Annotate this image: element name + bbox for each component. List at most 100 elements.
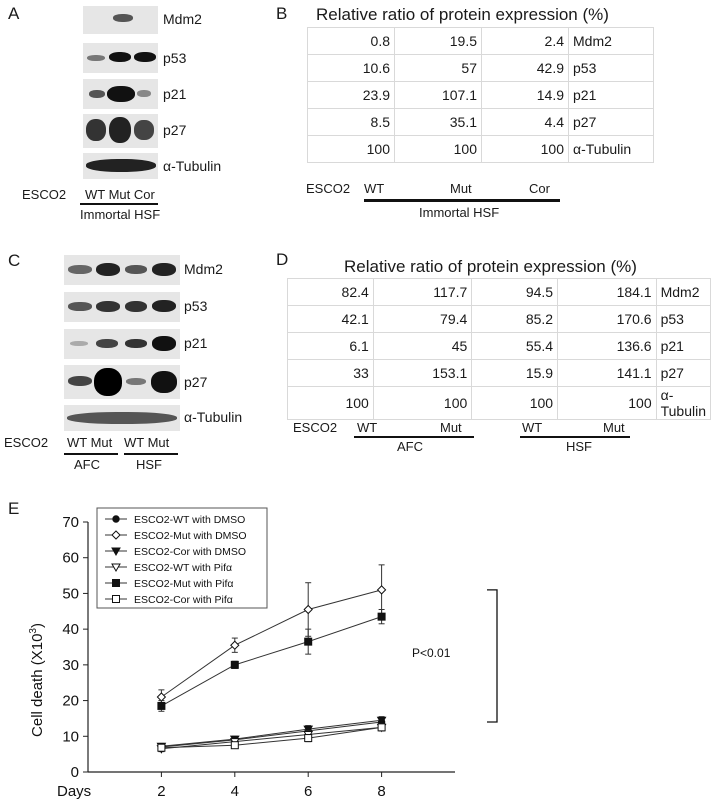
row-label-d: ESCO2	[293, 420, 338, 435]
table-cell: 15.9	[471, 359, 559, 387]
table-cell: 136.6	[557, 332, 657, 360]
table-cell: 23.9	[307, 81, 395, 109]
table-cell: 141.1	[557, 359, 657, 387]
table-cell: 100	[287, 386, 374, 420]
significance-bracket	[487, 589, 498, 723]
series-line	[161, 616, 382, 707]
table-cell: 6.1	[287, 332, 374, 360]
group-label-a: Immortal HSF	[80, 207, 161, 222]
data-point	[377, 723, 386, 732]
row-label-a: ESCO2	[22, 187, 67, 202]
blot-label-a-p27: p27	[163, 122, 187, 138]
panel-e-letter: E	[8, 499, 20, 518]
y-tick-label: 70	[62, 514, 79, 531]
group-bar-a	[80, 203, 158, 205]
blot-c-p53	[64, 292, 180, 322]
group-label-c-hsf: HSF	[136, 457, 162, 472]
table-row: 42.1 79.4 85.2 170.6 p53	[287, 305, 712, 333]
data-point	[376, 716, 387, 726]
blot-label-c-p27: p27	[184, 374, 208, 390]
legend-marker	[111, 563, 121, 573]
row-label-c: ESCO2	[4, 435, 49, 450]
table-cell: 8.5	[307, 108, 395, 136]
blot-label-a-tubulin: α-Tubulin	[163, 158, 222, 174]
group-label-d-hsf: HSF	[566, 439, 592, 454]
panel-a-letter: A	[8, 4, 20, 23]
x-tick-label: 2	[157, 783, 165, 800]
table-row-label: p21	[655, 332, 712, 360]
table-cell: 0.8	[307, 27, 395, 55]
table-cell: 33	[287, 359, 374, 387]
table-cell: 4.4	[481, 108, 569, 136]
table-cell: 42.1	[287, 305, 374, 333]
table-row-label: p53	[568, 54, 654, 82]
y-tick-label: 30	[62, 657, 79, 674]
table-cell: 2.4	[481, 27, 569, 55]
legend-marker	[111, 547, 121, 557]
table-row-label: Mdm2	[568, 27, 654, 55]
table-row-label: Mdm2	[655, 278, 712, 306]
table-b: 0.8 19.5 2.4 Mdm2 10.6 57 42.9 p53 23.9 …	[307, 27, 654, 163]
legend-entry: ESCO2-WT with DMSO	[134, 514, 245, 526]
legend-marker	[112, 579, 120, 587]
lane-labels-c-hsf: WT Mut	[124, 435, 170, 450]
table-cell: 100	[471, 386, 559, 420]
data-point	[156, 692, 167, 702]
panel-d-letter: D	[276, 250, 289, 269]
table-cell: 57	[394, 54, 482, 82]
table-row: 82.4 117.7 94.5 184.1 Mdm2	[287, 278, 712, 306]
table-cell: 79.4	[372, 305, 473, 333]
y-axis-label: Cell death (X103)	[28, 623, 46, 737]
group-label-d-afc: AFC	[397, 439, 423, 454]
blot-a-p27	[83, 114, 158, 148]
x-axis-label: Days	[57, 783, 91, 800]
blot-label-a-mdm2: Mdm2	[163, 11, 202, 27]
series-line	[161, 726, 382, 749]
data-point	[230, 741, 239, 750]
data-point	[230, 640, 240, 650]
table-cell: 85.2	[471, 305, 559, 333]
legend-marker	[112, 595, 120, 603]
table-row: 8.5 35.1 4.4 p27	[307, 108, 654, 136]
y-tick-label: 40	[62, 621, 79, 638]
blot-label-c-tubulin: α-Tubulin	[184, 409, 243, 425]
table-cell: 82.4	[287, 278, 374, 306]
lane-label-d-mut2: Mut	[603, 420, 625, 435]
blot-a-mdm2	[83, 6, 158, 34]
table-cell: 100	[372, 386, 473, 420]
table-row: 0.8 19.5 2.4 Mdm2	[307, 27, 654, 55]
table-cell: 170.6	[557, 305, 657, 333]
group-bar-b	[364, 199, 560, 202]
cell-death-chart: Cell death (X103) Days P<0.01 0 10 20 30 40 5…	[28, 507, 498, 800]
table-row: 100 100 100 100 α-Tubulin	[287, 386, 712, 420]
data-point	[157, 701, 166, 710]
lane-label-b-wt: WT	[364, 181, 385, 196]
blot-a-tubulin	[83, 153, 158, 179]
lane-label-b-mut: Mut	[450, 181, 472, 196]
data-point	[377, 612, 386, 621]
table-cell: 100	[307, 135, 395, 163]
blot-label-c-mdm2: Mdm2	[184, 261, 223, 277]
data-point	[376, 585, 387, 595]
table-d-title: Relative ratio of protein expression (%)	[344, 257, 637, 276]
table-row-label: p27	[568, 108, 654, 136]
legend-box	[96, 507, 268, 609]
legend-entry: ESCO2-Mut with DMSO	[134, 530, 247, 542]
blot-label-c-p21: p21	[184, 335, 208, 351]
panel-c-letter: C	[8, 251, 21, 270]
table-row: 6.1 45 55.4 136.6 p21	[287, 332, 712, 360]
table-cell: 100	[481, 135, 569, 163]
legend-entry: ESCO2-Cor with Pifα	[134, 594, 233, 606]
x-tick-label: 4	[231, 783, 239, 800]
y-tick-label: 10	[62, 728, 79, 745]
table-row: 33 153.1 15.9 141.1 p27	[287, 359, 712, 387]
panel-b-letter: B	[276, 4, 288, 23]
legend-entry: ESCO2-Cor with DMSO	[134, 546, 246, 558]
table-cell: 42.9	[481, 54, 569, 82]
table-row-label: α-Tubulin	[655, 386, 712, 420]
blot-a-p53	[83, 43, 158, 73]
table-row-label: p53	[655, 305, 712, 333]
group-bar-c-afc	[64, 453, 118, 455]
y-tick-label: 20	[62, 693, 79, 710]
table-cell: 94.5	[471, 278, 559, 306]
